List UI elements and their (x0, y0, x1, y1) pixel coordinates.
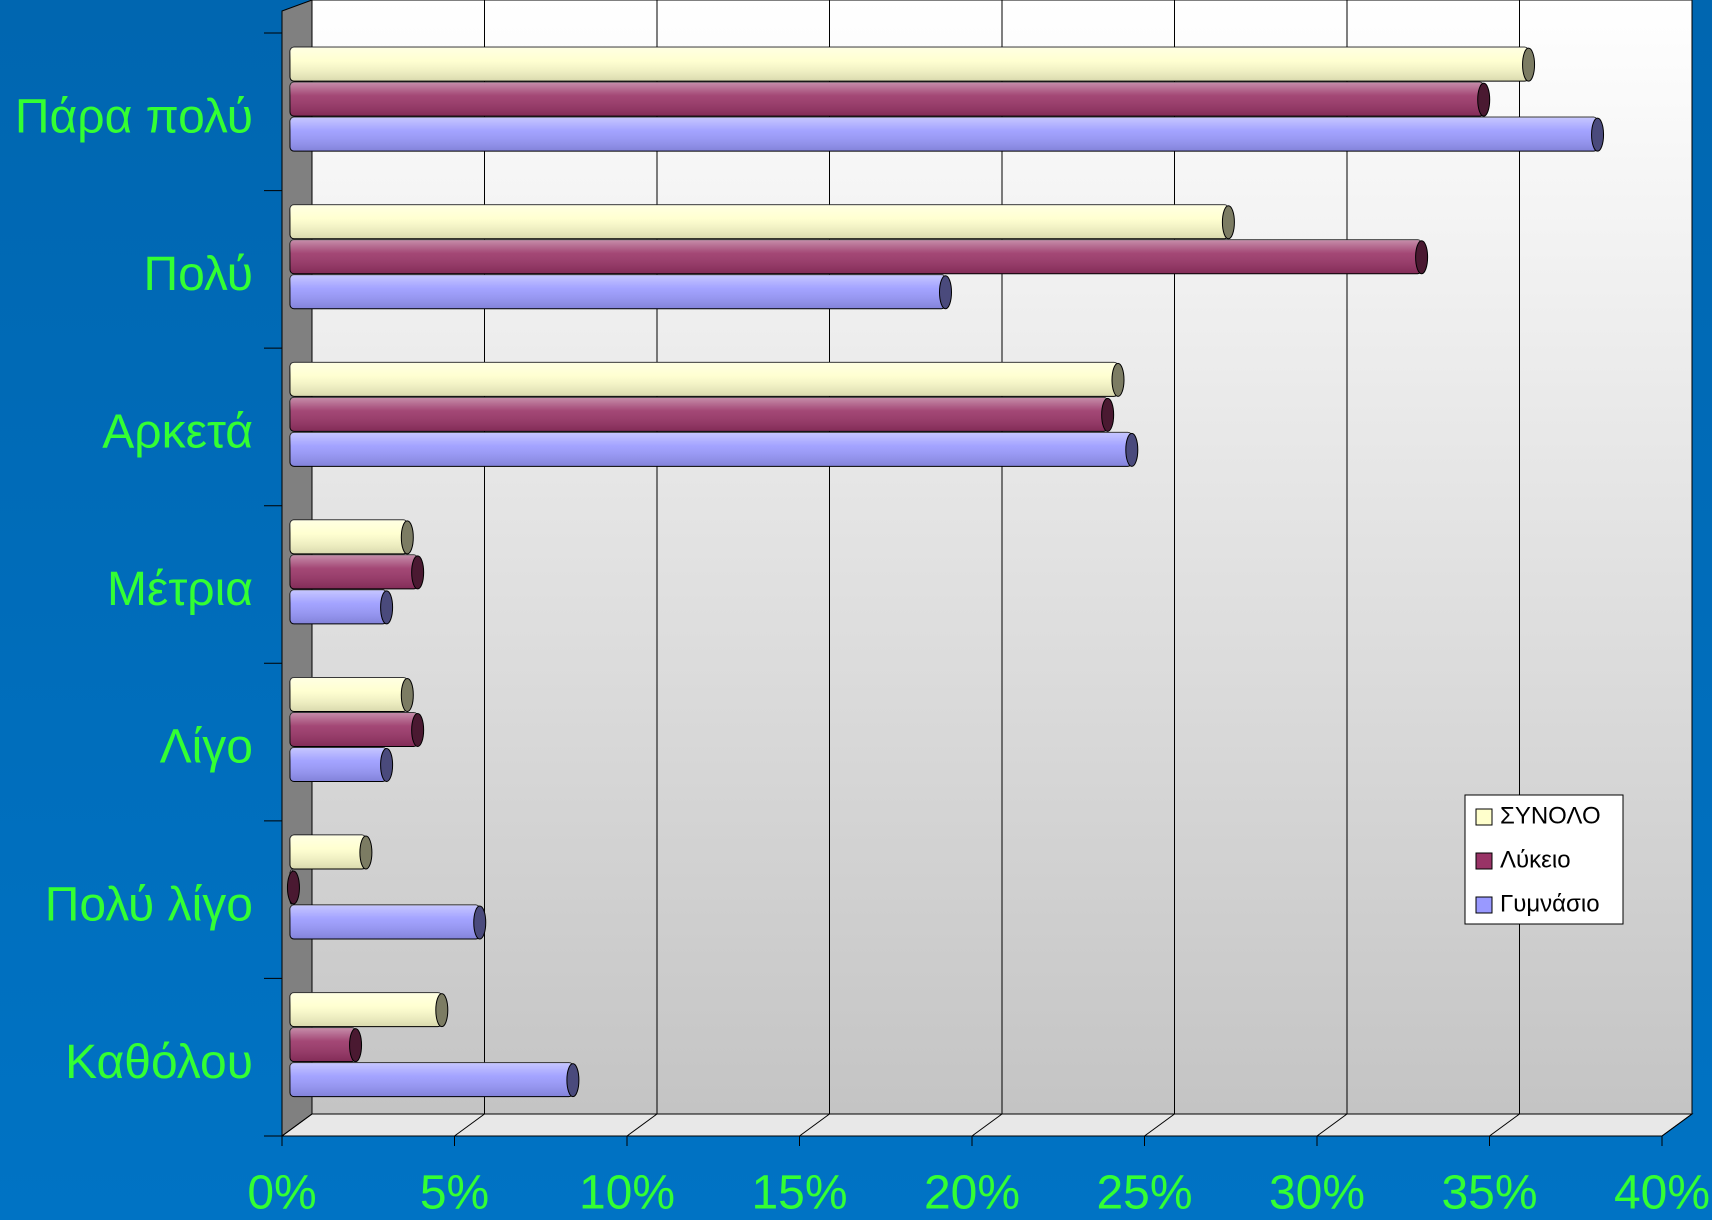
grid-line-floor (1316, 1113, 1348, 1137)
bar-cap-shade (380, 590, 393, 624)
bar-cap-shade (380, 748, 393, 782)
y-tick-label: Πολύ (143, 248, 253, 301)
bar-cap (1101, 397, 1115, 432)
grid-line-floor (626, 1113, 658, 1137)
bar-shine (290, 1062, 573, 1097)
bar-cap (411, 555, 425, 590)
bar-cap-shade (411, 555, 424, 589)
bar-shine (290, 1027, 356, 1062)
bar-cap-shade (359, 836, 372, 870)
bar-shine (290, 554, 418, 589)
bar-cap-shade (1101, 398, 1114, 432)
bar-shine (290, 274, 946, 309)
legend-swatch (1475, 852, 1493, 870)
bar-shine (290, 397, 1108, 432)
legend-swatch (1475, 896, 1493, 914)
bar-cap (400, 520, 414, 555)
bar-cap (1111, 362, 1125, 397)
bar-cap-shade (435, 993, 448, 1027)
grid-line-floor (281, 1113, 313, 1137)
bar-cap (380, 590, 394, 625)
y-tick-label: Πολύ λίγο (45, 878, 253, 931)
legend-label: Γυμνάσιο (1500, 890, 1600, 917)
bar-cap-shade (939, 275, 952, 309)
bar-cap-shade (349, 1028, 362, 1062)
bar-shine (290, 47, 1529, 82)
bar-cap (1522, 47, 1536, 82)
bar-cap-shade (1522, 48, 1535, 82)
grid-line-floor (1144, 1113, 1175, 1137)
bar-cap-shade (1477, 83, 1490, 117)
bar-shine (290, 677, 408, 712)
bar-cap-shade (1222, 205, 1235, 239)
bar-cap-shade (1125, 433, 1138, 467)
x-tick-label: 30% (1269, 1167, 1365, 1220)
bar-shine (290, 747, 387, 782)
bar-cap (1125, 432, 1139, 467)
bar-shine (290, 519, 408, 554)
bar-cap (566, 1063, 580, 1098)
bar-cap-shade (401, 520, 414, 554)
legend-label: ΣΥΝΟΛΟ (1500, 802, 1601, 829)
x-tick-label: 40% (1614, 1167, 1710, 1220)
x-tick-label: 35% (1441, 1167, 1537, 1220)
bar-shine (290, 362, 1118, 397)
bar-cap-shade (566, 1063, 579, 1097)
x-tick-label: 20% (924, 1167, 1020, 1220)
bar-shine (290, 204, 1229, 239)
bar-shine (290, 589, 387, 624)
bar-cap-shade (411, 713, 424, 747)
bar-cap (473, 905, 487, 940)
y-tick-label: Πάρα πολύ (15, 90, 253, 143)
bar-cap (286, 870, 300, 905)
bar-cap-shade (1415, 240, 1428, 274)
y-tick-label: Λίγο (160, 721, 253, 774)
grid-line-floor (971, 1113, 1003, 1137)
bar-cap (1477, 82, 1491, 117)
bar-cap (939, 275, 952, 310)
bar-cap (435, 993, 449, 1028)
bar-shine (290, 712, 418, 747)
bar-cap-shade (287, 871, 300, 905)
bar-cap (359, 835, 373, 870)
bar-cap-shade (1112, 363, 1124, 397)
bar-cap (411, 712, 425, 747)
bar-shine (290, 82, 1484, 117)
y-tick-label: Καθόλου (65, 1036, 253, 1089)
bar-cap (380, 747, 394, 782)
bar-cap-shade (401, 678, 414, 712)
legend-label: Λύκειο (1500, 846, 1571, 873)
x-tick-label: 25% (1096, 1167, 1192, 1220)
bar-cap (1221, 205, 1235, 240)
bar-shine (290, 432, 1132, 467)
x-tick-label: 0% (247, 1167, 316, 1220)
bar-shine (290, 239, 1422, 274)
bar-shine (290, 117, 1598, 152)
grid-line-floor (1489, 1113, 1520, 1137)
x-tick-label: 15% (751, 1167, 847, 1220)
bar-cap (1415, 240, 1429, 275)
bar-shine (290, 905, 480, 940)
bar-cap (1591, 117, 1605, 152)
bar-shine (290, 992, 442, 1027)
grid-line-floor (799, 1113, 830, 1137)
bar-cap-shade (473, 906, 486, 940)
bar-cap (349, 1028, 363, 1063)
grid-line-floor (1661, 1113, 1693, 1137)
grid-line-floor (454, 1113, 485, 1137)
x-tick-label: 10% (579, 1167, 675, 1220)
bar-cap-shade (1591, 118, 1604, 152)
bar-shine (290, 835, 366, 870)
y-tick-label: Μέτρια (107, 563, 253, 616)
bar-cap (400, 677, 414, 712)
y-tick-label: Αρκετά (102, 406, 253, 459)
x-tick-label: 5% (420, 1167, 489, 1220)
legend-swatch (1475, 808, 1493, 826)
